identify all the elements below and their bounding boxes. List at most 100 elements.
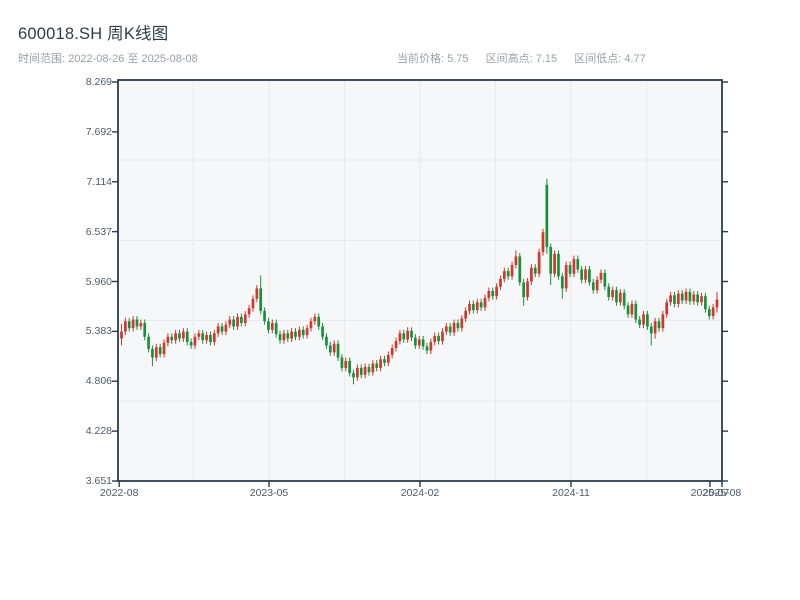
y-tick-label: 7.692 bbox=[85, 125, 112, 138]
candle-body bbox=[545, 184, 549, 247]
candle-body bbox=[464, 310, 468, 319]
candle-body bbox=[286, 333, 290, 339]
candle-body bbox=[603, 272, 607, 287]
y-tick-label: 5.960 bbox=[85, 275, 112, 288]
candle-body bbox=[390, 348, 394, 355]
candle-body bbox=[429, 341, 433, 351]
candle-body bbox=[472, 303, 475, 311]
candle-body bbox=[124, 321, 127, 332]
range-low-stat: 区间低点: 4.77 bbox=[574, 53, 646, 65]
candle-body bbox=[386, 354, 390, 363]
date-range-text: 时间范围: 2022-08-26 至 2025-08-08 bbox=[18, 53, 198, 65]
range-high-value: 7.15 bbox=[535, 53, 558, 65]
candle-body bbox=[530, 267, 533, 282]
candle-body bbox=[379, 359, 382, 368]
candle-body bbox=[270, 322, 274, 330]
candle-body bbox=[321, 326, 324, 337]
candle-body bbox=[673, 295, 676, 304]
candle-body bbox=[564, 265, 568, 289]
y-tick-label: 3.651 bbox=[85, 475, 112, 487]
page-title: 600018.SH 周K线图 bbox=[18, 25, 169, 43]
candle-body bbox=[638, 319, 642, 325]
candle-body bbox=[278, 334, 282, 341]
range-low-value: 4.77 bbox=[624, 53, 646, 65]
candle-body bbox=[143, 322, 147, 337]
candle-body bbox=[309, 321, 313, 329]
candle-body bbox=[661, 314, 665, 329]
candle-body bbox=[576, 259, 580, 270]
candle-body bbox=[340, 357, 344, 368]
candle-body bbox=[479, 302, 483, 308]
y-tick-label: 6.537 bbox=[85, 225, 112, 238]
candle-body bbox=[317, 316, 321, 327]
candle-body bbox=[220, 326, 224, 332]
candle-body bbox=[487, 291, 491, 298]
candle-body bbox=[344, 360, 348, 368]
candle-body bbox=[305, 328, 309, 336]
y-tick-label: 8.269 bbox=[85, 76, 112, 88]
candle-body bbox=[684, 291, 688, 301]
candle-body bbox=[700, 296, 703, 303]
candle-body bbox=[615, 290, 618, 303]
candle-body bbox=[696, 294, 700, 303]
candle-body bbox=[553, 253, 556, 274]
candle-body bbox=[646, 314, 649, 327]
range-low-label: 区间低点: bbox=[574, 53, 622, 65]
candle-body bbox=[588, 269, 591, 283]
candle-body bbox=[352, 373, 355, 378]
candle-body bbox=[626, 305, 630, 315]
candle-body bbox=[313, 316, 317, 322]
candle-body bbox=[607, 286, 611, 298]
candle-body bbox=[216, 326, 220, 334]
candle-body bbox=[533, 267, 537, 274]
candle-body bbox=[251, 298, 255, 309]
candle-body bbox=[410, 330, 413, 338]
candle-body bbox=[414, 337, 417, 346]
candle-body bbox=[298, 329, 301, 337]
range-high-label: 区间高点: bbox=[485, 53, 533, 65]
candle-body bbox=[263, 310, 266, 322]
candle-body bbox=[499, 278, 502, 287]
candle-body bbox=[611, 290, 614, 298]
candle-body bbox=[657, 321, 661, 329]
candle-body bbox=[162, 342, 166, 355]
candle-body bbox=[669, 295, 672, 303]
candle-body bbox=[456, 322, 460, 329]
candle-body bbox=[394, 341, 398, 349]
candle-body bbox=[591, 282, 595, 291]
candle-body bbox=[560, 276, 564, 289]
candle-body bbox=[584, 269, 587, 280]
candle-body bbox=[468, 303, 471, 311]
y-tick-label: 7.114 bbox=[86, 175, 113, 188]
candle-body bbox=[549, 246, 553, 274]
candle-body bbox=[402, 333, 406, 340]
x-tick-label: 2025-08 bbox=[702, 487, 742, 499]
candle-body bbox=[201, 333, 205, 341]
candle-body bbox=[301, 329, 305, 336]
candle-body bbox=[711, 307, 715, 317]
y-tick-label: 4.806 bbox=[85, 375, 112, 388]
candle-body bbox=[495, 286, 498, 297]
candle-body bbox=[383, 359, 386, 363]
candle-body bbox=[452, 322, 456, 333]
range-high-stat: 区间高点: 7.15 bbox=[486, 53, 558, 65]
candle-body bbox=[704, 296, 707, 310]
x-tick-label: 2024-11 bbox=[552, 487, 590, 499]
candle-body bbox=[514, 256, 518, 266]
candle-body bbox=[189, 341, 193, 346]
candle-body bbox=[274, 322, 278, 335]
candle-body bbox=[688, 291, 692, 302]
candle-body bbox=[127, 321, 131, 329]
candle-body bbox=[622, 292, 626, 306]
candle-body bbox=[158, 347, 162, 355]
candle-body bbox=[642, 314, 645, 325]
candle-body bbox=[325, 336, 328, 346]
candle-body bbox=[437, 335, 440, 342]
candle-body bbox=[692, 294, 696, 302]
candle-body bbox=[518, 256, 522, 283]
candle-body bbox=[209, 335, 212, 342]
candle-body bbox=[599, 272, 603, 280]
candle-body bbox=[174, 333, 177, 341]
